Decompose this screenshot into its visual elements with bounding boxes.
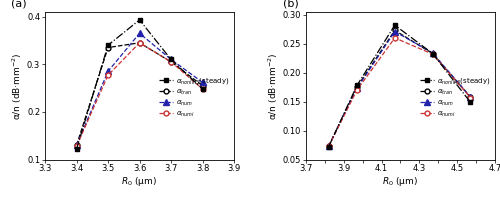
Text: (a): (a) (11, 0, 26, 9)
Text: (b): (b) (283, 0, 299, 9)
Legend: $\alpha_{nonlin3}$(steady), $\alpha_{tran}$, $\alpha_{num}$, $\alpha_{numi}$: $\alpha_{nonlin3}$(steady), $\alpha_{tra… (418, 75, 492, 120)
X-axis label: $R_0$ (μm): $R_0$ (μm) (122, 175, 158, 188)
X-axis label: $R_0$ (μm): $R_0$ (μm) (382, 175, 418, 188)
Legend: $\alpha_{nonlin3}$(steady), $\alpha_{tran}$, $\alpha_{num}$, $\alpha_{numi}$: $\alpha_{nonlin3}$(steady), $\alpha_{tra… (158, 75, 230, 120)
Y-axis label: α/n (dB·mm$^{-2}$): α/n (dB·mm$^{-2}$) (266, 52, 280, 120)
Y-axis label: α/n (dB·mm$^{-2}$): α/n (dB·mm$^{-2}$) (10, 52, 24, 120)
